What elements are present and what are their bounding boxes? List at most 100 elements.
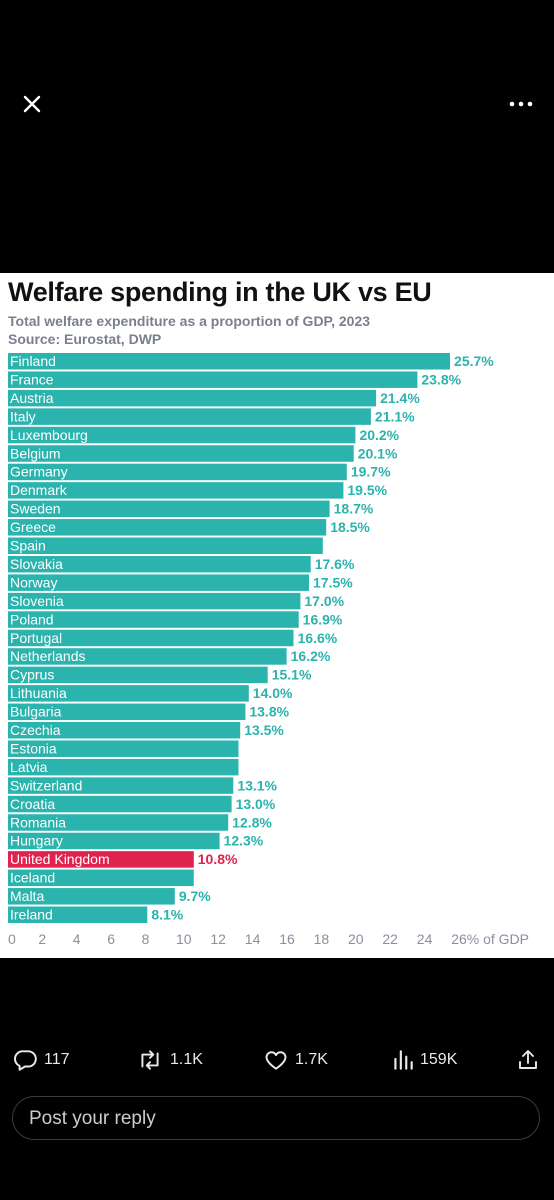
bar-category-label: Netherlands [10,648,86,664]
share-button[interactable] [516,1040,540,1080]
bar-value-label: 13.8% [249,704,289,720]
x-tick-label: 26% of GDP [451,931,529,947]
bar-value-label: 17.0% [304,593,344,609]
bar [8,888,175,905]
x-tick-label: 14 [245,931,261,947]
bar-category-label: Slovenia [10,593,64,609]
bar-value-label: 16.9% [303,611,343,627]
action-bar: 117 1.1K 1.7K 159K [0,1040,554,1080]
bar-value-label: 10.8% [198,851,238,867]
bar-value-label: 17.6% [315,556,355,572]
bar [8,814,229,831]
bar-category-label: Spain [10,538,46,554]
bar [8,555,311,573]
bar-value-label: 16.6% [298,630,338,646]
bar [8,611,299,628]
bar [8,703,246,721]
x-tick-label: 22 [382,931,398,947]
bar-category-label: Austria [10,390,54,406]
bar-value-label: 16.2% [291,648,331,664]
bar-category-label: Romania [10,814,66,830]
bar [8,408,371,425]
bar-value-label: 21.4% [380,390,420,406]
bar-value-label: 19.7% [351,464,391,480]
x-tick-label: 24 [417,931,433,947]
bar-category-label: Iceland [10,870,55,886]
bar-category-label: Denmark [10,482,68,498]
bar-category-label: Greece [10,519,56,535]
repost-button[interactable]: 1.1K [136,1040,203,1080]
views-button[interactable]: 159K [392,1040,457,1080]
bar-category-label: Cyprus [10,667,54,683]
bar-category-label: Malta [10,888,44,904]
bar [8,592,301,610]
bar-value-label: 20.1% [358,445,398,461]
bar [8,869,194,887]
bar-value-label: 19.5% [347,482,387,498]
bar-category-label: Portugal [10,630,62,646]
bar [8,500,330,518]
bar [8,445,354,462]
bar [8,629,294,647]
bar-category-label: Norway [10,574,57,590]
more-icon[interactable] [506,90,536,118]
bar-value-label: 8.1% [151,907,183,923]
bar-value-label: 15.1% [272,667,312,683]
reply-button[interactable]: 117 [12,1040,70,1080]
x-tick-label: 20 [348,931,364,947]
bar-value-label: 20.2% [359,427,399,443]
bar-category-label: Czechia [10,722,61,738]
bar [8,537,323,554]
bar-category-label: Luxembourg [10,427,88,443]
x-tick-label: 16 [279,931,295,947]
bar-category-label: Finland [10,353,56,369]
x-tick-label: 10 [176,931,192,947]
bar-category-label: Ireland [10,907,53,923]
bar [8,666,268,684]
bar-value-label: 12.3% [224,833,264,849]
repost-icon [141,1050,159,1070]
share-icon [519,1050,537,1069]
bar-value-label: 23.8% [421,371,461,387]
bar [8,722,241,739]
bar [8,648,287,665]
bar-value-label: 14.0% [253,685,293,701]
bar-category-label: Latvia [10,759,48,775]
bar [8,777,234,794]
views-icon [394,1050,413,1070]
repost-count: 1.1K [170,1051,203,1068]
chart-image: Welfare spending in the UK vs EU Total w… [0,273,554,958]
bar-value-label: 21.1% [375,408,415,424]
like-button[interactable]: 1.7K [263,1040,328,1080]
bar-chart: Finland 25.7% France 23.8% Austria 21.4% Italy… [8,353,529,947]
bar-category-label: Germany [10,464,68,480]
bar-category-label: Bulgaria [10,704,62,720]
bar [8,574,309,591]
reply-icon [14,1050,37,1071]
bar-category-label: Lithuania [10,685,67,701]
bar-value-label: 17.5% [313,574,353,590]
x-tick-label: 12 [210,931,226,947]
bar-value-label: 25.7% [454,353,494,369]
bar-category-label: Belgium [10,445,61,461]
bar-value-label: 13.5% [244,722,284,738]
chart-source: Source: Eurostat, DWP [8,331,162,347]
x-tick-label: 0 [8,931,16,947]
reply-input[interactable] [27,1097,511,1141]
x-tick-label: 6 [107,931,115,947]
bar-value-label: 13.1% [237,777,277,793]
x-tick-label: 4 [73,931,81,947]
bar [8,795,232,813]
reply-box [12,1096,540,1141]
x-tick-label: 18 [314,931,330,947]
bar-value-label: 18.5% [330,519,370,535]
x-tick-label: 8 [142,931,150,947]
bar [8,740,239,757]
bar-category-label: Estonia [10,740,57,756]
bar [8,371,418,388]
bar-category-label: Croatia [10,796,55,812]
bar [8,463,347,481]
bar [8,426,356,444]
close-icon[interactable] [18,90,46,118]
bar [8,482,344,499]
